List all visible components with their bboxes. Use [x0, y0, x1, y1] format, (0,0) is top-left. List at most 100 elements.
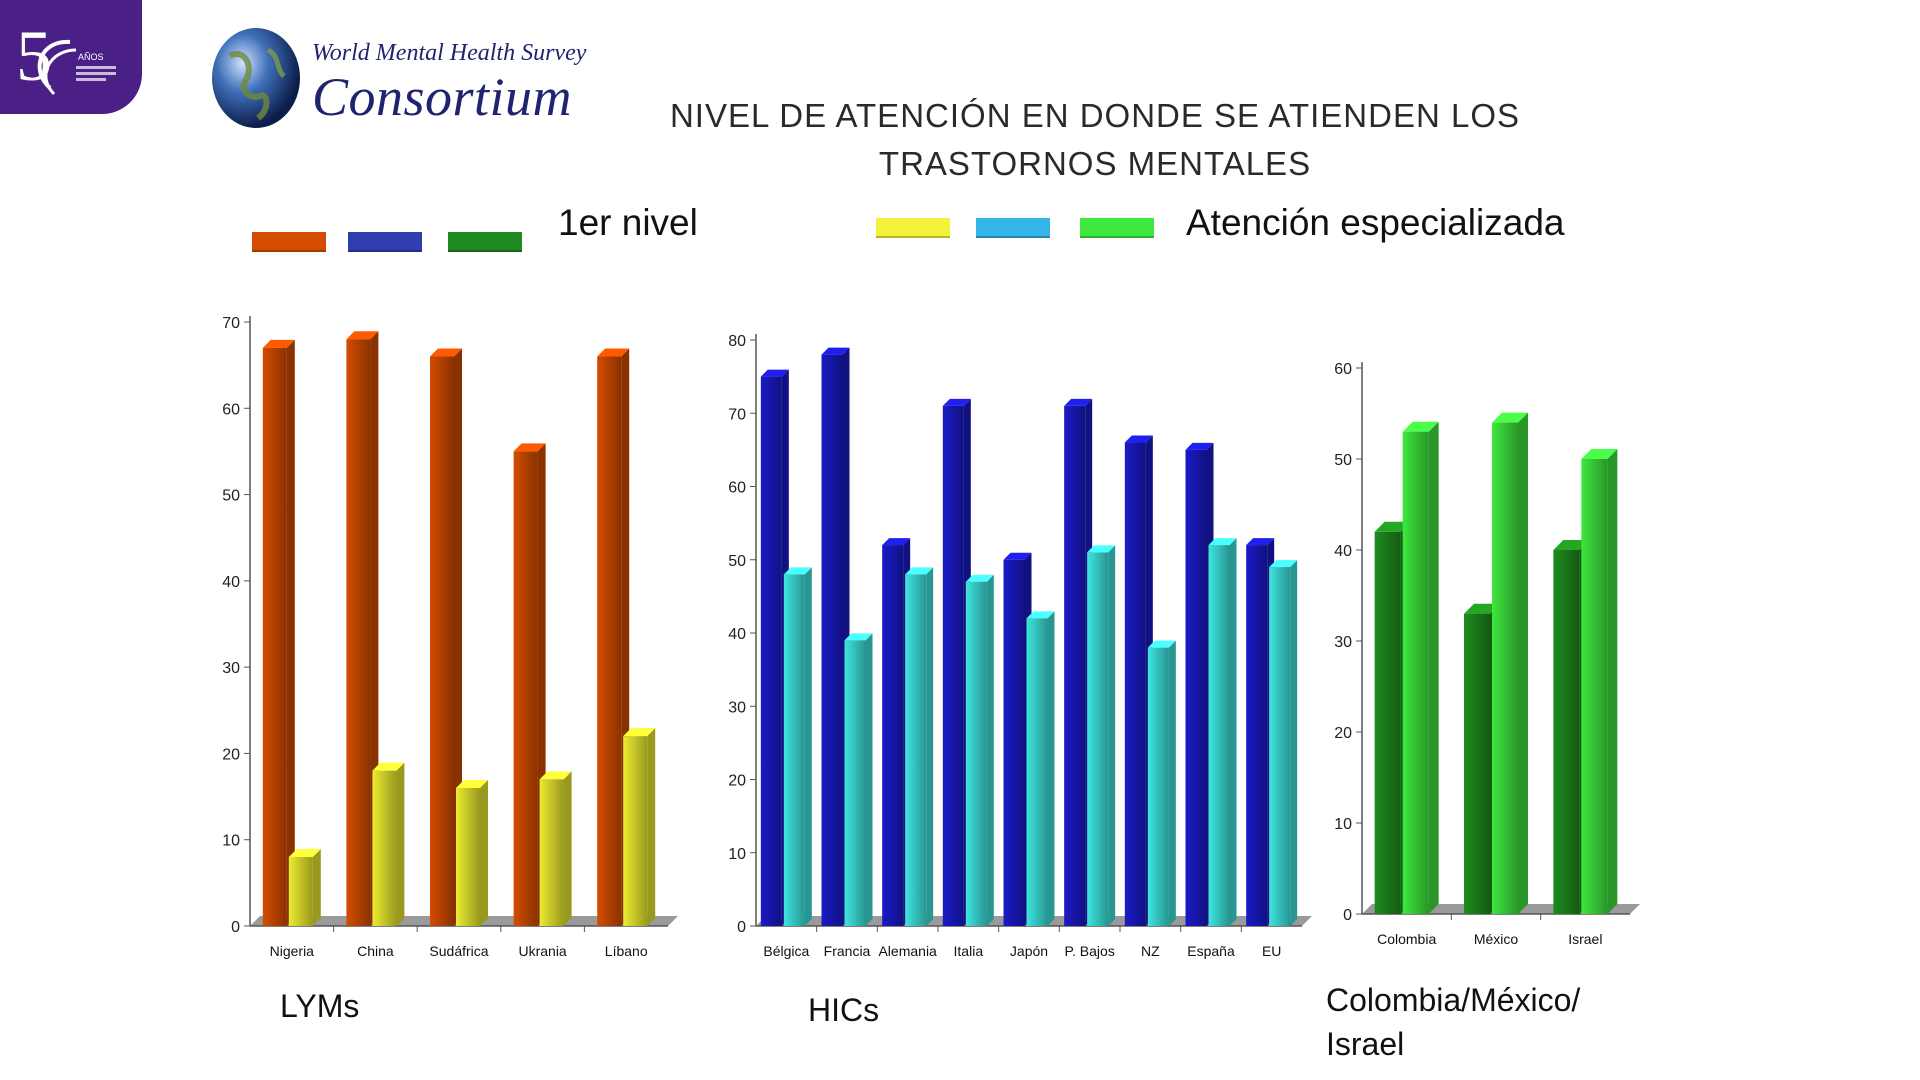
bar-side [563, 771, 572, 926]
bar-top [623, 728, 656, 737]
chart-lyms: 0 10 20 30 40 50 60 70 Nigeria China Sudáfrica Ukra… [222, 315, 678, 959]
chart-hics-category-label: Alemania [878, 943, 937, 959]
bar-side [986, 574, 994, 926]
bar-shading [965, 581, 987, 926]
chart-hics-y-tick-label: 80 [728, 333, 746, 350]
chart-lyms-category-label: Sudáfrica [429, 943, 488, 959]
bar-side [1229, 538, 1237, 926]
bar-shading [288, 856, 313, 926]
bar-side [454, 348, 462, 926]
chart-hics-category-label: España [1187, 943, 1235, 959]
panel-label-cmi-line-2: Israel [1326, 1026, 1405, 1062]
chart-lyms-y-tick-label: 50 [222, 488, 240, 505]
bar-side [286, 339, 295, 926]
bar-shading [821, 354, 843, 926]
chart-hics-category-label: Italia [954, 943, 984, 959]
bar-shading [346, 339, 371, 926]
bar-top [1464, 603, 1500, 614]
bar-top [430, 348, 462, 357]
bar-shading [882, 545, 904, 926]
bar-top [1581, 449, 1618, 459]
chart-hics-category-label: NZ [1141, 943, 1160, 959]
chart-hics-y-tick-label: 70 [728, 406, 746, 423]
chart-hics-bar-specialized [1269, 560, 1298, 926]
bar-side [396, 762, 405, 926]
chart-hics-y-tick-label: 60 [728, 480, 746, 497]
bar-shading [1246, 545, 1268, 926]
logo-title: Consortium [312, 67, 573, 127]
legend-swatch-first-1 [252, 232, 326, 252]
chart-hics-bar-first-level [760, 369, 789, 926]
bar-shading [1185, 449, 1207, 926]
bar-side [926, 567, 934, 926]
bar-shading [1402, 431, 1429, 914]
bar-shading [1087, 552, 1109, 926]
legend-label-specialized: Atención especializada [1186, 202, 1565, 243]
chart-lyms-y-tick-label: 70 [222, 315, 240, 332]
chart-hics-category-label: EU [1262, 943, 1281, 959]
bar-top [760, 369, 789, 377]
chart-lyms-category-label: Líbano [605, 943, 648, 959]
chart-hics-category-label: P. Bajos [1064, 943, 1114, 959]
chart-cmi-y-tick-label: 20 [1334, 725, 1352, 742]
chart-hics-y-tick-label: 10 [728, 846, 746, 863]
bar-side [1290, 560, 1298, 926]
panel-label-hics: HICs [808, 992, 880, 1028]
chart-cmi-y-tick-label: 60 [1334, 361, 1352, 378]
chart-hics-bar-specialized [783, 567, 812, 926]
bar-shading [513, 451, 538, 926]
bar-shading [1553, 550, 1580, 914]
chart-hics-category-label: Bélgica [763, 943, 809, 959]
bar-shading [1003, 559, 1025, 926]
legend-swatch-special-3 [1080, 218, 1154, 238]
bar-shading [1147, 647, 1169, 926]
bar-shading [1208, 545, 1230, 926]
bar-side [647, 728, 656, 926]
chart-hics-bar-specialized [905, 567, 934, 926]
bar-shading [1124, 442, 1146, 926]
bar-top [844, 633, 873, 641]
bar-top [456, 779, 488, 788]
bar-shading [844, 640, 866, 926]
bar-shading [1492, 422, 1518, 914]
bar-shading [1581, 459, 1608, 914]
chart-hics-y-tick-label: 40 [728, 626, 746, 643]
bar-shading [905, 574, 927, 926]
chart-cmi-y-tick-label: 10 [1334, 816, 1352, 833]
bar-side [865, 633, 873, 926]
bar-side [1168, 640, 1176, 926]
bar-top [346, 331, 379, 340]
chart-cmi-category-label: México [1474, 931, 1519, 947]
logo-subtitle: World Mental Health Survey [312, 40, 587, 66]
chart-hics-y-tick-label: 0 [737, 919, 746, 936]
bar-side [804, 567, 812, 926]
chart-lyms-bar-specialized [623, 728, 656, 926]
bar-top [1087, 545, 1116, 553]
bar-top [288, 848, 321, 857]
chart-hics-bar-specialized [1026, 611, 1055, 926]
chart-lyms-bar-specialized [456, 779, 488, 926]
bar-shading [430, 356, 454, 926]
chart-hics-bar-specialized [1208, 538, 1237, 926]
panel-label-colombia-mexico-israel: Colombia/México/ Israel [1326, 978, 1646, 1066]
bar-top [262, 339, 295, 348]
bar-shading [1374, 531, 1401, 914]
chart-hics-category-label: Francia [824, 943, 871, 959]
bar-shading [539, 779, 564, 926]
chart-lyms-y-tick-label: 0 [231, 919, 240, 936]
chart-hics-bar-first-level [1124, 435, 1153, 926]
bar-shading [1064, 405, 1086, 926]
chart-lyms-bar-first-level [430, 348, 462, 926]
chart-lyms-y-tick-label: 10 [222, 833, 240, 850]
bar-top [1064, 398, 1093, 406]
bar-shading [1269, 567, 1291, 926]
chart-hics: 0 10 20 30 40 50 60 70 80 Bélgica Francia Alemania I… [728, 333, 1312, 959]
slide-title-line-2: TRASTORNOS MENTALES [878, 145, 1312, 182]
bar-side [1518, 412, 1528, 914]
bar-top [821, 347, 850, 355]
chart-cmi-y-tick-label: 30 [1334, 634, 1352, 651]
bar-shading [262, 347, 287, 926]
legend-swatch-first-2 [348, 232, 422, 252]
anniversary-badge: 5 AÑOS [0, 0, 142, 114]
chart-cmi-category-label: Israel [1568, 931, 1602, 947]
